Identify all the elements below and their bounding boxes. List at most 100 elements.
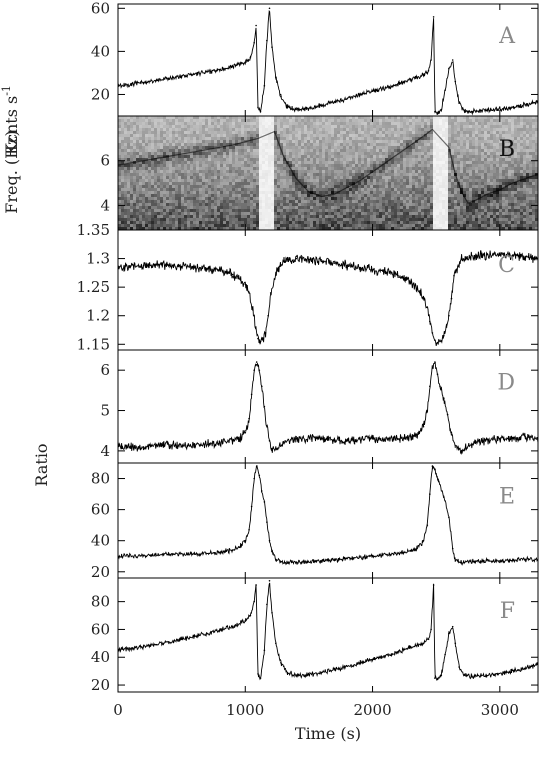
- spectrogram-cell: [391, 155, 395, 159]
- spectrogram-cell: [193, 185, 197, 189]
- spectrogram-cell: [487, 146, 491, 150]
- spectrogram-cell: [178, 137, 182, 141]
- spectrogram-cell: [475, 116, 479, 120]
- spectrogram-cell: [373, 164, 377, 168]
- spectrogram-cell: [502, 218, 506, 222]
- spectrogram-cell: [235, 122, 239, 126]
- spectrogram-cell: [148, 203, 152, 207]
- data-point: [255, 24, 257, 27]
- spectrogram-cell: [145, 155, 149, 159]
- spectrogram-cell: [232, 137, 236, 141]
- spectrogram-cell: [187, 224, 191, 228]
- spectrogram-cell: [223, 170, 227, 174]
- spectrogram-cell: [361, 191, 365, 195]
- spectrogram-cell: [409, 134, 413, 138]
- spectrogram-cell: [163, 218, 167, 222]
- spectrogram-cell: [301, 188, 305, 192]
- spectrogram-cell: [442, 167, 446, 171]
- spectrogram-cell: [268, 149, 272, 153]
- spectrogram-cell: [274, 221, 278, 225]
- spectrogram-cell: [322, 137, 326, 141]
- spectrogram-cell: [469, 173, 473, 177]
- spectrogram-cell: [334, 122, 338, 126]
- spectrogram-cell: [289, 194, 293, 198]
- spectrogram-cell: [139, 155, 143, 159]
- spectrogram-cell: [154, 128, 158, 132]
- spectrogram-cell: [232, 149, 236, 153]
- spectrogram-cell: [415, 188, 419, 192]
- spectrogram-cell: [445, 119, 449, 123]
- spectrogram-cell: [499, 158, 503, 162]
- spectrogram-cell: [247, 176, 251, 180]
- data-point: [129, 83, 132, 85]
- spectrogram-cell: [460, 200, 464, 204]
- spectrogram-cell: [337, 149, 341, 153]
- spectrogram-cell: [490, 221, 494, 225]
- spectrogram-cell: [352, 146, 356, 150]
- spectrogram-cell: [244, 203, 248, 207]
- spectrogram-cell: [232, 164, 236, 168]
- spectrogram-cell: [463, 215, 467, 219]
- spectrogram-cell: [274, 155, 278, 159]
- spectrogram-cell: [214, 182, 218, 186]
- spectrogram-cell: [451, 137, 455, 141]
- spectrogram-cell: [421, 146, 425, 150]
- spectrogram-cell: [169, 164, 173, 168]
- spectrogram-cell: [382, 116, 386, 120]
- spectrogram-cell: [346, 137, 350, 141]
- spectrogram-cell: [352, 200, 356, 204]
- spectrogram-cell: [337, 188, 341, 192]
- spectrogram-cell: [439, 131, 443, 135]
- spectrogram-cell: [445, 137, 449, 141]
- spectrogram-cell: [439, 215, 443, 219]
- spectrogram-cell: [310, 134, 314, 138]
- spectrogram-cell: [406, 134, 410, 138]
- spectrogram-cell: [346, 167, 350, 171]
- spectrogram-cell: [352, 155, 356, 159]
- spectrogram-cell: [382, 185, 386, 189]
- spectrogram-cell: [238, 179, 242, 183]
- spectrogram-cell: [145, 218, 149, 222]
- spectrogram-cell: [436, 137, 440, 141]
- spectrogram-cell: [226, 203, 230, 207]
- spectrogram-cell: [427, 128, 431, 132]
- spectrogram-cell: [394, 200, 398, 204]
- spectrogram-cell: [268, 194, 272, 198]
- spectrogram-cell: [217, 227, 221, 230]
- spectrogram-cell: [238, 149, 242, 153]
- spectrogram-cell: [337, 218, 341, 222]
- spectrogram-cell: [328, 212, 332, 216]
- spectrogram-cell: [337, 128, 341, 132]
- spectrogram-cell: [361, 209, 365, 213]
- spectrogram-cell: [337, 137, 341, 141]
- spectrogram-cell: [298, 137, 302, 141]
- spectrogram-cell: [178, 128, 182, 132]
- spectrogram-cell: [388, 206, 392, 210]
- spectrogram-cell: [346, 197, 350, 201]
- spectrogram-cell: [388, 185, 392, 189]
- spectrogram-cell: [400, 116, 404, 120]
- spectrogram-cell: [232, 167, 236, 171]
- spectrogram-cell: [307, 209, 311, 213]
- spectrogram-cell: [478, 143, 482, 147]
- spectrogram-cell: [151, 131, 155, 135]
- spectrogram-cell: [154, 173, 158, 177]
- spectrogram-cell: [367, 182, 371, 186]
- spectrogram-cell: [307, 131, 311, 135]
- spectrogram-cell: [427, 146, 431, 150]
- spectrogram-cell: [289, 119, 293, 123]
- spectrogram-cell: [169, 218, 173, 222]
- spectrogram-cell: [469, 203, 473, 207]
- spectrogram-cell: [133, 167, 137, 171]
- spectrogram-cell: [424, 122, 428, 126]
- spectrogram-cell: [139, 164, 143, 168]
- spectrogram-cell: [466, 170, 470, 174]
- spectrogram-cell: [352, 185, 356, 189]
- spectrogram-cell: [187, 182, 191, 186]
- spectrogram-cell: [430, 206, 434, 210]
- spectrogram-cell: [376, 152, 380, 156]
- spectrogram-cell: [262, 212, 266, 216]
- spectrogram-cell: [355, 167, 359, 171]
- spectrogram-cell: [370, 167, 374, 171]
- spectrogram-cell: [451, 185, 455, 189]
